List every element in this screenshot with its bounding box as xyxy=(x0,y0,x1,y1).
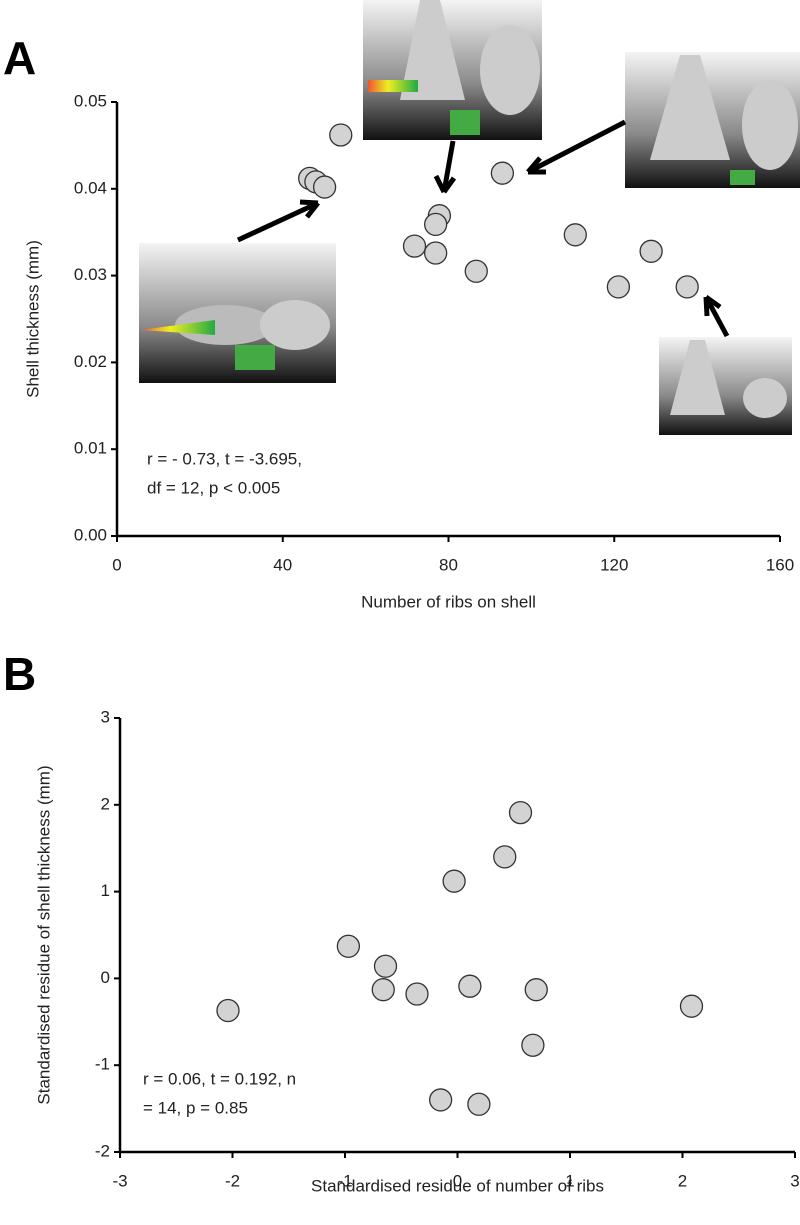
y-tick-label: 0.00 xyxy=(74,525,107,544)
point xyxy=(428,1088,453,1112)
point xyxy=(458,974,482,998)
y-tick-label: 0 xyxy=(101,968,110,987)
point xyxy=(639,239,663,263)
point xyxy=(563,223,587,247)
y-tick-label: -1 xyxy=(95,1055,110,1074)
point xyxy=(424,241,448,265)
point xyxy=(424,212,448,237)
shell-image xyxy=(659,337,792,435)
point xyxy=(467,1092,491,1116)
point xyxy=(464,259,488,283)
annotation: r = - 0.73, t = -3.695, xyxy=(147,449,302,468)
y-tick-label: 0.01 xyxy=(74,439,107,458)
point xyxy=(329,123,353,147)
y-tick-label: 0.03 xyxy=(74,265,107,284)
x-axis-label: Number of ribs on shell xyxy=(361,592,536,611)
point xyxy=(371,978,395,1002)
point xyxy=(524,978,548,1002)
shell-image xyxy=(625,52,800,188)
annotation: df = 12, p < 0.005 xyxy=(147,478,280,497)
y-tick-label: 0.05 xyxy=(74,91,107,110)
x-tick-label: 0 xyxy=(112,555,121,574)
point xyxy=(216,998,240,1023)
x-tick-label: -1 xyxy=(337,1171,352,1190)
x-tick-label: 0 xyxy=(453,1171,462,1190)
panel-label: B xyxy=(3,648,36,700)
x-tick-label: 3 xyxy=(790,1171,799,1190)
y-tick-label: 3 xyxy=(101,707,110,726)
point xyxy=(336,934,361,958)
x-tick-label: 80 xyxy=(439,555,458,574)
shell-image xyxy=(363,0,542,140)
x-tick-label: 40 xyxy=(273,555,292,574)
x-tick-label: -3 xyxy=(112,1171,127,1190)
point xyxy=(373,954,398,978)
y-tick-label: 0.04 xyxy=(74,178,107,197)
x-tick-label: -2 xyxy=(225,1171,240,1190)
arrows xyxy=(236,119,730,338)
point xyxy=(402,234,427,258)
annotation: = 14, p = 0.85 xyxy=(143,1098,248,1117)
shell-image xyxy=(139,243,336,383)
x-axis-label: Standardised residue of number of ribs xyxy=(311,1176,604,1195)
x-tick-label: 120 xyxy=(600,555,628,574)
x-tick-label: 1 xyxy=(565,1171,574,1190)
point xyxy=(508,800,533,825)
point xyxy=(493,845,517,869)
point xyxy=(405,982,429,1006)
y-tick-label: 1 xyxy=(101,881,110,900)
point xyxy=(679,994,704,1018)
point xyxy=(606,275,631,299)
y-tick-label: -2 xyxy=(95,1141,110,1160)
point xyxy=(442,869,466,893)
x-tick-label: 2 xyxy=(678,1171,687,1190)
panel-label: A xyxy=(3,32,36,84)
point xyxy=(312,175,337,199)
annotation: r = 0.06, t = 0.192, n xyxy=(143,1069,296,1088)
y-tick-label: 2 xyxy=(101,794,110,813)
y-axis-label: Shell thickness (mm) xyxy=(23,240,42,398)
y-tick-label: 0.02 xyxy=(74,352,107,371)
y-axis-label: Standardised residue of shell thickness … xyxy=(34,765,53,1104)
point xyxy=(675,275,699,299)
x-tick-label: 160 xyxy=(766,555,794,574)
point xyxy=(490,161,515,185)
point xyxy=(521,1033,545,1057)
